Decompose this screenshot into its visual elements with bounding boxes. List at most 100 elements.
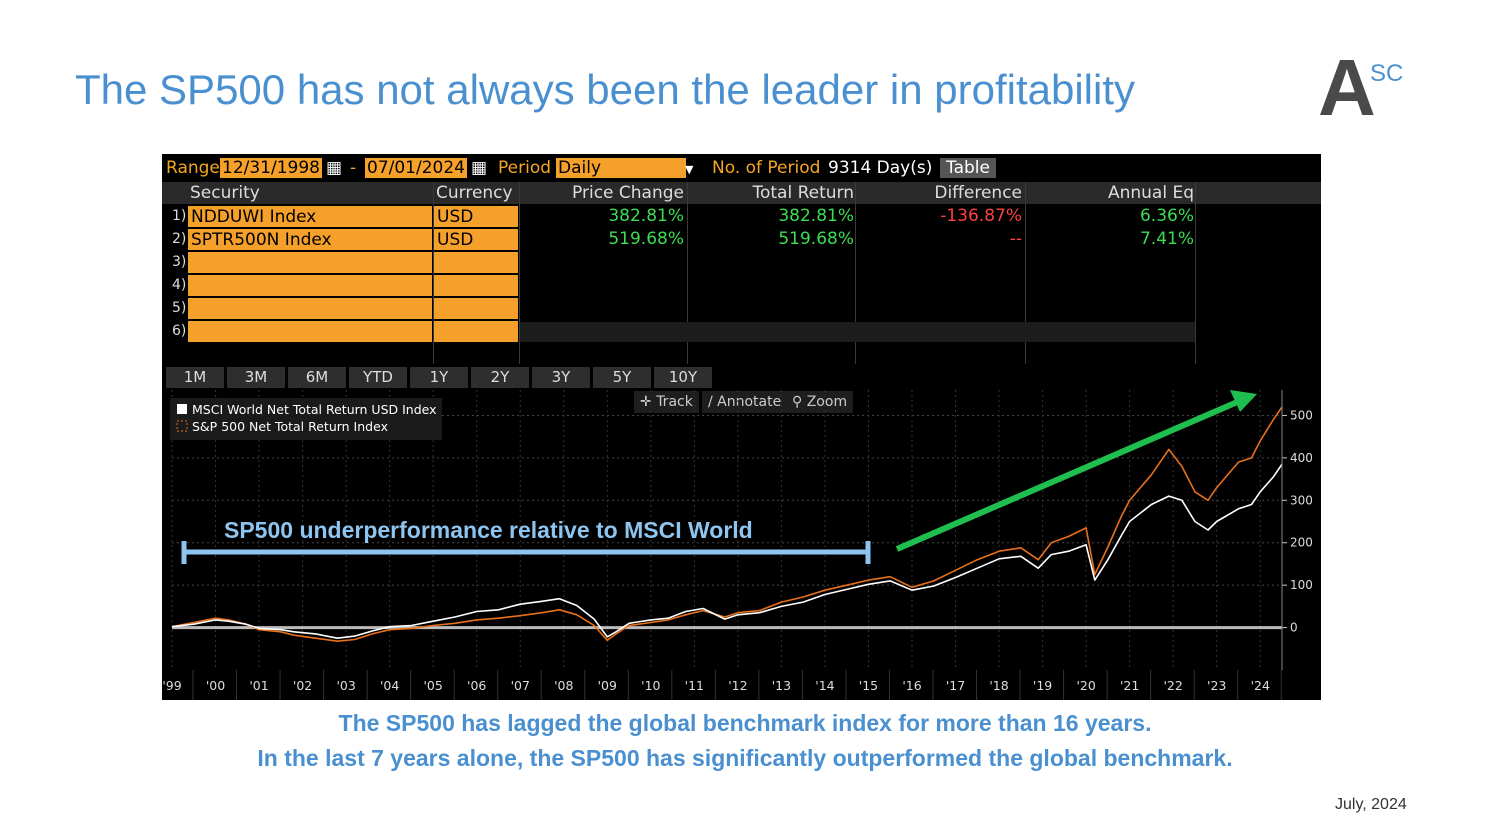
divider (687, 182, 688, 364)
x-tick-label: '19 (1033, 678, 1052, 693)
bloomberg-terminal-panel: Range 12/31/1998 ▦ - 07/01/2024 ▦ Period… (162, 154, 1321, 700)
col-price-change: Price Change (572, 183, 684, 203)
x-tick-label: '16 (902, 678, 921, 693)
end-date-field[interactable]: 07/01/2024 (365, 158, 467, 178)
msci-world-line (171, 463, 1283, 639)
x-tick-label: '20 (1076, 678, 1095, 693)
y-tick-label: 200 (1290, 536, 1313, 550)
outperformance-arrow (895, 390, 1257, 552)
row-number: 1) (172, 208, 187, 224)
price-change-value: 519.68% (608, 229, 684, 249)
legend-label-sp500: S&P 500 Net Total Return Index (192, 419, 388, 434)
y-tick-label: 100 (1290, 578, 1313, 592)
security-field[interactable] (188, 275, 432, 296)
col-difference: Difference (934, 183, 1022, 203)
calendar-icon[interactable]: ▦ (471, 158, 488, 178)
divider (1195, 182, 1196, 364)
logo-superscript: SC (1370, 60, 1404, 87)
tab-1y[interactable]: 1Y (410, 367, 468, 388)
row-number: 4) (172, 277, 187, 293)
x-tick-label: '23 (1207, 678, 1226, 693)
difference-value: -136.87% (940, 206, 1022, 226)
currency-field[interactable] (434, 252, 518, 273)
col-annual-eq: Annual Eq (1107, 183, 1194, 203)
x-tick-label: '11 (685, 678, 704, 693)
tab-3y[interactable]: 3Y (532, 367, 590, 388)
difference-value: -- (1009, 229, 1022, 249)
security-field[interactable] (188, 298, 432, 319)
magnifier-icon: ⚲ (792, 394, 803, 410)
divider (519, 182, 520, 364)
total-return-value: 519.68% (778, 229, 854, 249)
security-field[interactable] (188, 252, 432, 273)
zoom-tool[interactable]: ⚲ Zoom (786, 391, 854, 413)
divider (1025, 182, 1026, 364)
pencil-icon: ∕ (708, 394, 713, 410)
x-tick-label: '14 (815, 678, 834, 693)
x-tick-label: '06 (467, 678, 486, 693)
col-total-return: Total Return (752, 183, 854, 203)
security-field[interactable] (188, 321, 432, 342)
underperformance-label: SP500 underperformance relative to MSCI … (224, 517, 753, 543)
range-label: Range (166, 158, 220, 178)
track-tool[interactable]: ✛ Track (634, 391, 699, 413)
x-tick-label: '00 (206, 678, 225, 693)
row-number: 3) (172, 254, 187, 270)
x-tick-label: '18 (989, 678, 1008, 693)
x-tick-label: '07 (511, 678, 530, 693)
chart-series (171, 406, 1283, 642)
annual-eq-value: 6.36% (1139, 206, 1194, 226)
track-label: Track (656, 394, 693, 410)
legend-swatch-msci (177, 404, 187, 414)
total-row-band (520, 322, 1195, 342)
y-tick-label: 400 (1290, 451, 1313, 465)
tab-5y[interactable]: 5Y (593, 367, 651, 388)
period-select[interactable]: Daily (556, 158, 686, 178)
chevron-down-icon[interactable]: ▼ (685, 163, 694, 176)
zoom-label: Zoom (806, 394, 848, 410)
x-axis-ticks: '99 '00 '01 '02 '03 '04 '05 '06 '07 '08 '09 '10 '11 '… (162, 670, 1282, 700)
x-tick-label: '15 (859, 678, 878, 693)
currency-field[interactable]: USD (434, 206, 518, 227)
currency-field[interactable] (434, 275, 518, 296)
y-tick-label: 500 (1290, 408, 1313, 422)
annotate-tool[interactable]: ∕ Annotate (702, 391, 788, 413)
legend-box (170, 398, 442, 440)
currency-field[interactable] (434, 321, 518, 342)
tab-10y[interactable]: 10Y (654, 367, 712, 388)
logo-letter: A (1318, 43, 1376, 132)
annotate-label: Annotate (717, 394, 782, 410)
footnote-line-2: In the last 7 years alone, the SP500 has… (257, 745, 1233, 771)
row-number: 2) (172, 231, 187, 247)
start-date-field[interactable]: 12/31/1998 (220, 158, 322, 178)
sp500-line (171, 406, 1283, 642)
x-tick-label: '08 (554, 678, 573, 693)
tab-6m[interactable]: 6M (288, 367, 346, 388)
calendar-icon[interactable]: ▦ (326, 158, 343, 178)
annual-eq-value: 7.41% (1139, 229, 1194, 249)
currency-field[interactable]: USD (434, 229, 518, 250)
col-security: Security (190, 183, 260, 203)
x-tick-label: '03 (336, 678, 355, 693)
report-date: July, 2024 (1335, 796, 1407, 813)
nperiod-value: 9314 Day(s) (828, 158, 933, 178)
tab-2y[interactable]: 2Y (471, 367, 529, 388)
x-tick-label: '12 (728, 678, 747, 693)
legend-label-msci: MSCI World Net Total Return USD Index (192, 402, 437, 417)
y-tick-label: 300 (1290, 493, 1313, 507)
tab-1m[interactable]: 1M (166, 367, 224, 388)
security-field[interactable]: SPTR500N Index (188, 229, 432, 250)
tab-3m[interactable]: 3M (227, 367, 285, 388)
currency-field[interactable] (434, 298, 518, 319)
tab-ytd[interactable]: YTD (349, 367, 407, 388)
col-currency: Currency (436, 183, 513, 203)
security-field[interactable]: NDDUWI Index (188, 206, 432, 227)
y-axis-ticks: 0 100 200 300 400 500 (1281, 390, 1313, 670)
table-button[interactable]: Table (940, 158, 996, 178)
page-title: The SP500 has not always been the leader… (75, 66, 1135, 113)
range-toolbar: Range 12/31/1998 ▦ - 07/01/2024 ▦ Period… (162, 154, 1321, 181)
x-tick-label: '17 (946, 678, 965, 693)
row-number: 5) (172, 300, 187, 316)
x-tick-label: '09 (598, 678, 617, 693)
row-number: 6) (172, 323, 187, 339)
